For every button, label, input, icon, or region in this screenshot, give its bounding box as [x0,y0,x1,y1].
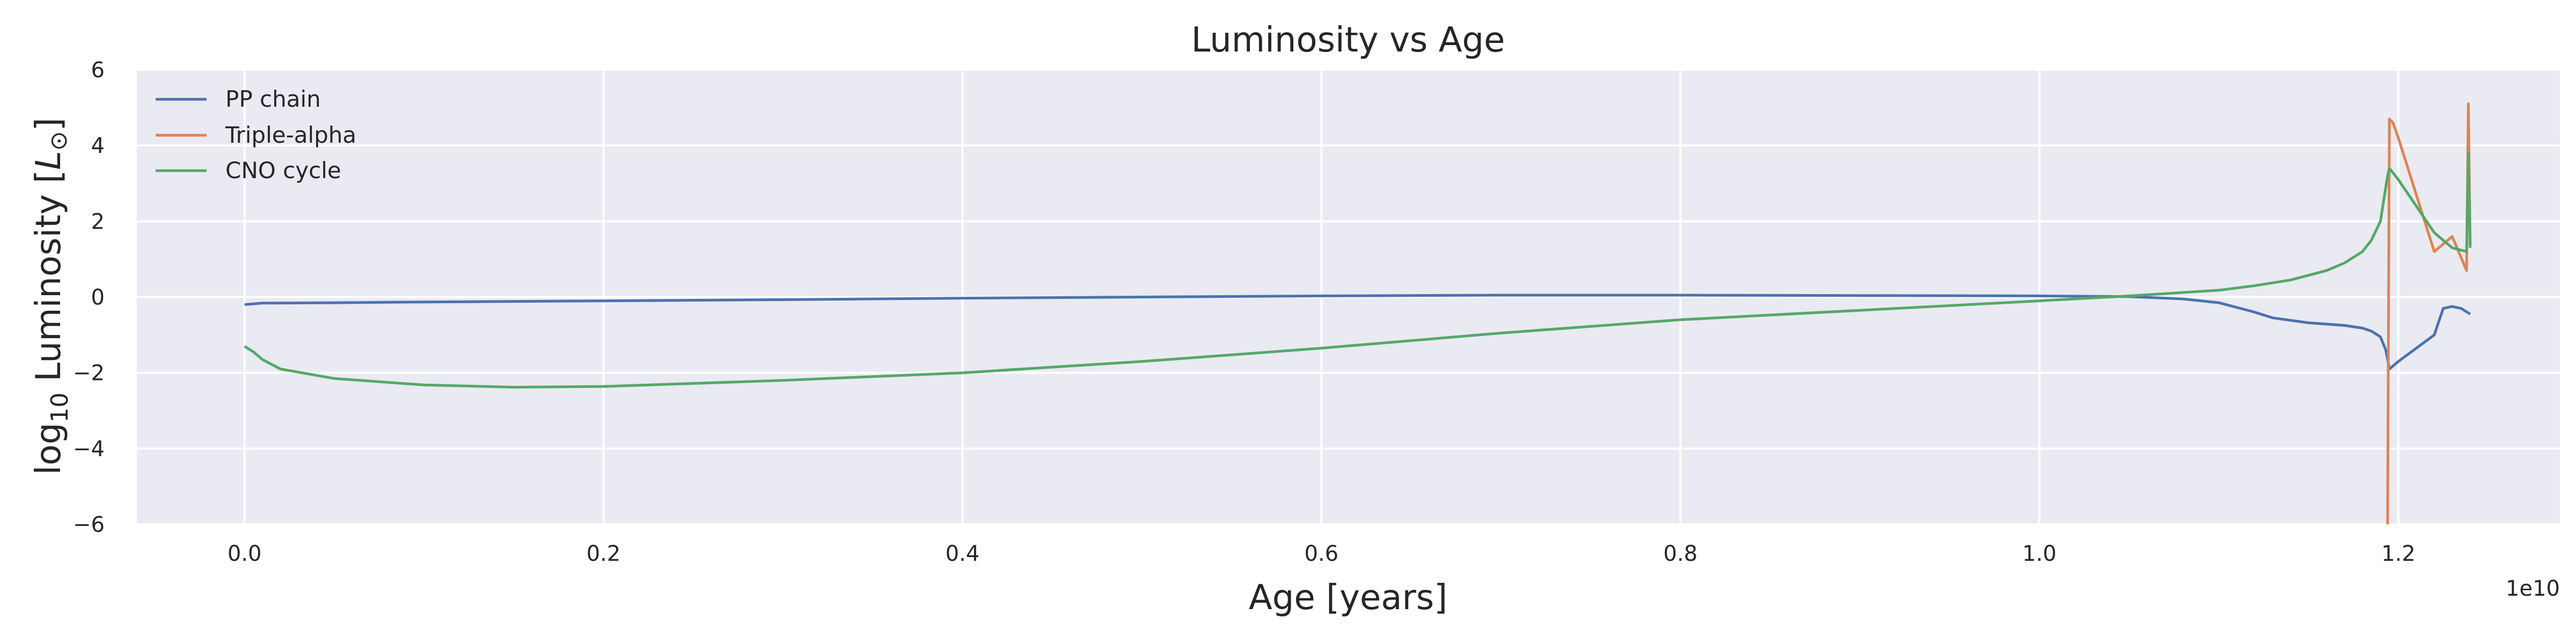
y-tick-label: 2 [91,209,105,234]
x-tick-label: 0.2 [587,541,621,566]
y-axis-label: log10 Luminosity [L⊙] [29,118,74,475]
legend-label-pp-chain: PP chain [225,86,321,112]
x-tick-label: 0.8 [1663,541,1697,566]
series-line-pp-chain [244,294,2471,371]
y-tick-label: 0 [91,286,105,310]
x-tick-label: 1.0 [2022,541,2057,566]
x-tick-label: 0.6 [1305,541,1339,566]
y-tick-label: 4 [91,134,105,158]
series-line-cno-cycle [244,151,2472,389]
x-tick-label: 0.4 [946,541,980,566]
chart-title: Luminosity vs Age [1191,20,1505,60]
x-tick-labels: 0.0 0.2 0.4 0.6 0.8 1.0 1.2 [228,541,2416,566]
y-tick-label: −4 [73,437,105,462]
legend-label-triple-alpha: Triple-alpha [225,122,356,148]
legend-label-cno-cycle: CNO cycle [225,157,341,184]
y-tick-label: 6 [91,58,105,83]
legend: PP chain Triple-alpha CNO cycle [156,86,356,184]
y-tick-label: −6 [73,513,105,537]
x-tick-label: 0.0 [228,541,262,566]
x-offset-label: 1e10 [2506,576,2560,601]
y-tick-labels: 6 4 2 0 −2 −4 −6 [73,58,105,537]
y-tick-label: −2 [73,361,105,386]
x-tick-label: 1.2 [2381,541,2416,566]
series-lines [244,103,2472,525]
x-axis-label: Age [years] [1249,578,1447,618]
